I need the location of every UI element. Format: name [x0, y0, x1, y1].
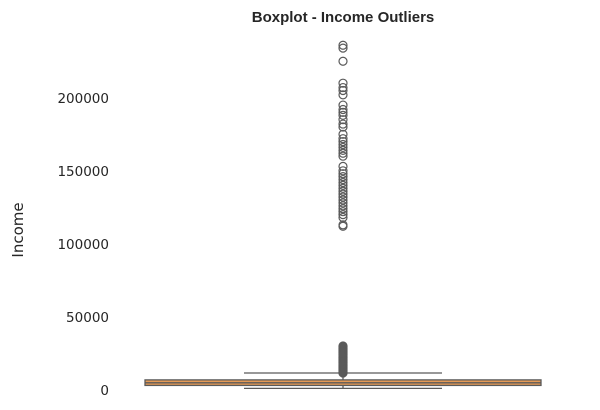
- outlier-point: [338, 136, 348, 147]
- outlier-point: [338, 107, 348, 117]
- outlier-point: [338, 212, 348, 223]
- outlier-point: [338, 148, 348, 158]
- outlier-point: [338, 180, 348, 190]
- outlier-point: [338, 177, 348, 188]
- outlier-point: [338, 100, 348, 110]
- outlier-point: [338, 85, 348, 96]
- outlier-point: [338, 104, 348, 115]
- outlier-point: [338, 119, 348, 129]
- outlier-point: [338, 139, 348, 150]
- outlier-point: [338, 198, 348, 208]
- outlier-point: [338, 220, 348, 230]
- y-tick-label: 150000: [57, 164, 109, 180]
- outlier-point: [338, 90, 348, 100]
- y-tick-label: 100000: [57, 237, 109, 253]
- outlier-point: [338, 204, 348, 214]
- outlier-point: [338, 166, 348, 176]
- outlier-point: [338, 172, 348, 182]
- plot-area: [144, 40, 542, 389]
- outlier-point: [338, 189, 348, 199]
- outlier-point: [338, 110, 348, 120]
- outlier-point: [338, 145, 348, 155]
- y-tick-label: 0: [100, 383, 109, 399]
- outlier-point: [338, 115, 348, 125]
- outlier-point: [338, 56, 348, 66]
- outlier-point: [338, 169, 348, 179]
- outlier-point: [338, 134, 348, 144]
- outlier-point: [338, 201, 348, 211]
- outlier-point: [338, 82, 348, 93]
- chart-title: Boxplot - Income Outliers: [252, 9, 435, 26]
- outlier-point: [338, 186, 348, 196]
- y-tick-label: 200000: [57, 91, 109, 107]
- y-axis-label: Income: [9, 202, 27, 257]
- y-axis-ticks: 0 50000 100000 150000 200000: [57, 91, 109, 399]
- y-tick-label: 50000: [66, 310, 109, 326]
- outlier-point: [338, 195, 348, 205]
- outlier-point: [338, 341, 348, 351]
- outlier-point: [338, 183, 348, 193]
- outlier-point: [338, 142, 348, 153]
- outlier-point: [338, 151, 348, 161]
- outlier-point: [338, 209, 348, 220]
- outlier-point: [338, 43, 348, 53]
- outlier-point: [338, 78, 348, 88]
- outlier-point: [338, 192, 348, 202]
- outlier-point: [338, 40, 348, 50]
- outlier-point: [338, 122, 348, 132]
- outlier-point: [338, 174, 348, 185]
- outlier-point: [338, 161, 348, 172]
- outlier-point: [338, 207, 348, 217]
- outlier-point: [338, 129, 348, 139]
